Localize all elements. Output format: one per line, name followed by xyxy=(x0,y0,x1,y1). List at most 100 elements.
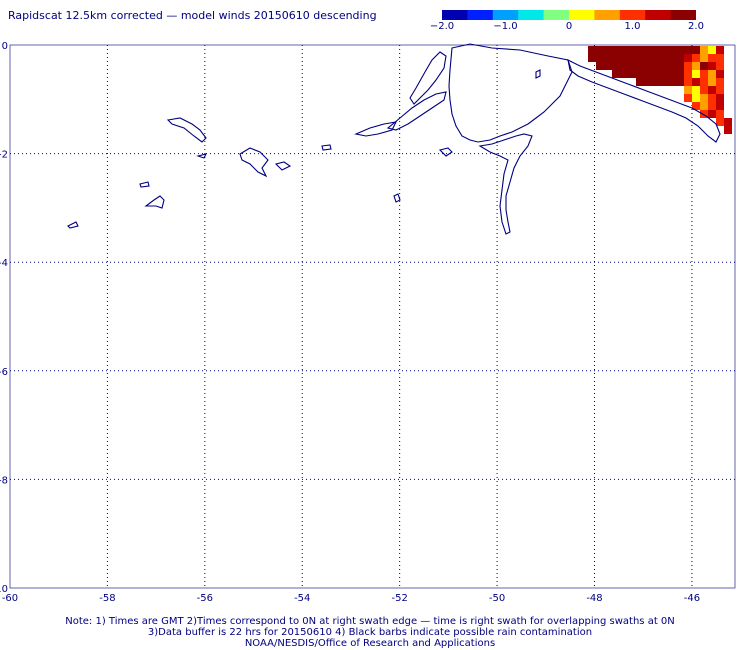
colorbar-segment xyxy=(467,10,494,20)
wind-cell xyxy=(700,94,708,102)
coastline-islet-a xyxy=(274,161,292,171)
map-title: Rapidscat 12.5km corrected — model winds… xyxy=(8,9,377,22)
colorbar-segment xyxy=(492,10,519,20)
wind-cell xyxy=(708,110,716,118)
coastline-para xyxy=(478,133,533,235)
wind-cell xyxy=(700,46,708,54)
coastline-lake xyxy=(535,69,541,79)
wind-cell xyxy=(652,46,660,54)
wind-cell xyxy=(684,62,692,70)
wind-cell xyxy=(660,70,668,78)
wind-cell xyxy=(652,78,660,86)
note-line-1: Note: 1) Times are GMT 2)Times correspon… xyxy=(65,616,675,627)
coastline-islet-b xyxy=(321,144,332,151)
wind-cell xyxy=(684,70,692,78)
coastline-island-1 xyxy=(166,117,207,143)
wind-cell xyxy=(604,46,612,54)
wind-cell xyxy=(620,62,628,70)
wind-cell xyxy=(636,54,644,62)
wind-map: -60 -58 -56 -54 -52 -50 -48 -46 0 -2 -4 -6 -8 -10 xyxy=(0,41,736,604)
colorbar-segment xyxy=(670,10,696,20)
y-axis-label: -4 xyxy=(0,258,8,269)
wind-cell xyxy=(700,102,708,110)
wind-cell xyxy=(700,78,708,86)
wind-cell xyxy=(596,54,604,62)
wind-cell xyxy=(692,62,700,70)
wind-cell xyxy=(676,62,684,70)
wind-cell xyxy=(700,54,708,62)
wind-cell xyxy=(700,110,708,118)
wind-cell xyxy=(692,102,700,110)
colorbar-segment xyxy=(594,10,621,20)
wind-cell xyxy=(644,46,652,54)
wind-cell xyxy=(716,94,724,102)
wind-cell xyxy=(716,102,724,110)
wind-cell xyxy=(652,54,660,62)
wind-cell xyxy=(676,70,684,78)
wind-cell xyxy=(716,118,724,126)
wind-cell xyxy=(724,126,732,134)
wind-cell xyxy=(620,70,628,78)
grid-lines xyxy=(9,44,736,589)
wind-cell xyxy=(628,62,636,70)
colorbar xyxy=(442,10,696,20)
coastline-amazon-islands xyxy=(409,51,447,105)
wind-cell xyxy=(644,70,652,78)
wind-cell xyxy=(676,54,684,62)
wind-cell xyxy=(660,54,668,62)
wind-cell xyxy=(700,62,708,70)
wind-cell xyxy=(660,46,668,54)
x-axis-label: -50 xyxy=(489,593,505,604)
colorbar-tick-label: 2.0 xyxy=(688,21,704,32)
wind-difference-cells xyxy=(588,46,732,134)
wind-cell xyxy=(628,46,636,54)
coastline-island-2 xyxy=(196,153,208,159)
wind-cell xyxy=(700,86,708,94)
wind-cell xyxy=(708,70,716,78)
wind-cell xyxy=(604,62,612,70)
colorbar-segment xyxy=(645,10,672,20)
coastline-amazon-channel xyxy=(386,91,447,131)
coastline xyxy=(67,43,721,235)
colorbar-tick-label: −1.0 xyxy=(493,21,518,32)
coastline-islet-f xyxy=(393,193,401,203)
wind-cell xyxy=(620,54,628,62)
note-line-2: 3)Data buffer is 22 hrs for 20150610 4) … xyxy=(147,627,593,638)
map-frame xyxy=(9,44,736,589)
wind-cell xyxy=(676,46,684,54)
wind-cell xyxy=(588,54,596,62)
x-axis-label: -46 xyxy=(684,593,700,604)
coastline-estuary xyxy=(354,121,397,137)
x-axis-label: -56 xyxy=(197,593,213,604)
wind-cell xyxy=(636,62,644,70)
wind-cell xyxy=(708,94,716,102)
wind-cell xyxy=(708,78,716,86)
wind-cell xyxy=(700,70,708,78)
wind-cell xyxy=(612,46,620,54)
x-axis-label: -54 xyxy=(294,593,310,604)
notes: Note: 1) Times are GMT 2)Times correspon… xyxy=(0,616,740,649)
wind-cell xyxy=(636,70,644,78)
coastline-east xyxy=(567,59,721,143)
wind-cell xyxy=(684,78,692,86)
coastline-islet-d xyxy=(144,195,165,209)
wind-cell xyxy=(588,46,596,54)
wind-cell xyxy=(652,70,660,78)
wind-cell xyxy=(708,54,716,62)
wind-cell xyxy=(716,110,724,118)
x-axis-labels: -60 -58 -56 -54 -52 -50 -48 -46 xyxy=(2,593,700,604)
wind-cell xyxy=(716,62,724,70)
wind-cell xyxy=(668,62,676,70)
colorbar-tick-label: 0 xyxy=(565,21,573,32)
wind-cell xyxy=(716,46,724,54)
x-axis-label: -52 xyxy=(391,593,407,604)
wind-cell xyxy=(636,46,644,54)
wind-cell xyxy=(668,54,676,62)
coastline-islet-e xyxy=(67,221,79,229)
wind-cell xyxy=(628,70,636,78)
wind-cell xyxy=(652,62,660,70)
colorbar-segment xyxy=(442,10,468,20)
coastline-guyana xyxy=(239,147,269,178)
wind-cell xyxy=(612,54,620,62)
wind-cell xyxy=(684,46,692,54)
